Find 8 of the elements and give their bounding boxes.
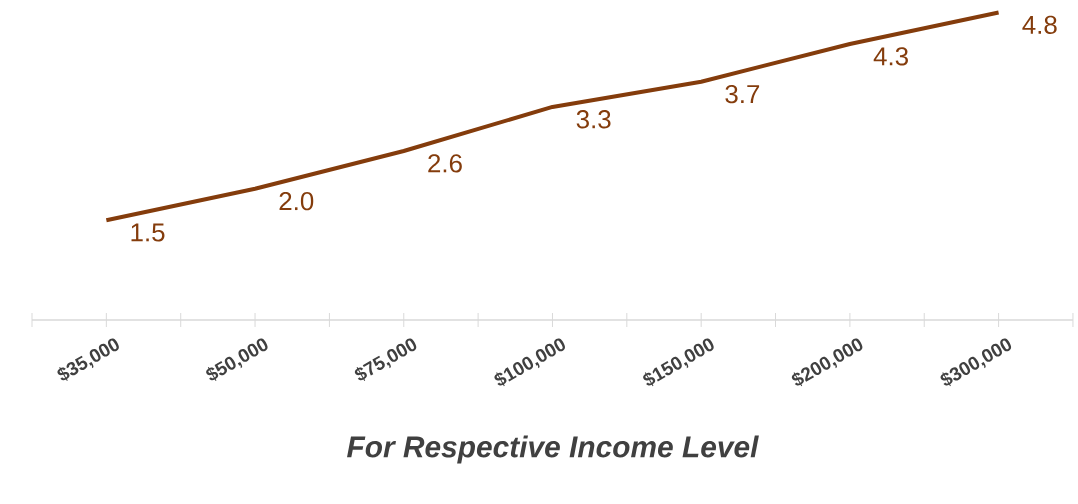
data-label: 4.3 (873, 47, 908, 66)
data-label: 3.7 (725, 84, 760, 104)
data-label: 3.3 (576, 110, 611, 129)
data-label: 4.8 (1022, 15, 1057, 34)
data-label: 2.0 (279, 191, 314, 211)
data-label: 1.5 (131, 223, 165, 242)
data-label: 2.6 (428, 154, 462, 173)
x-axis-title: For Respective Income Level (347, 435, 759, 464)
